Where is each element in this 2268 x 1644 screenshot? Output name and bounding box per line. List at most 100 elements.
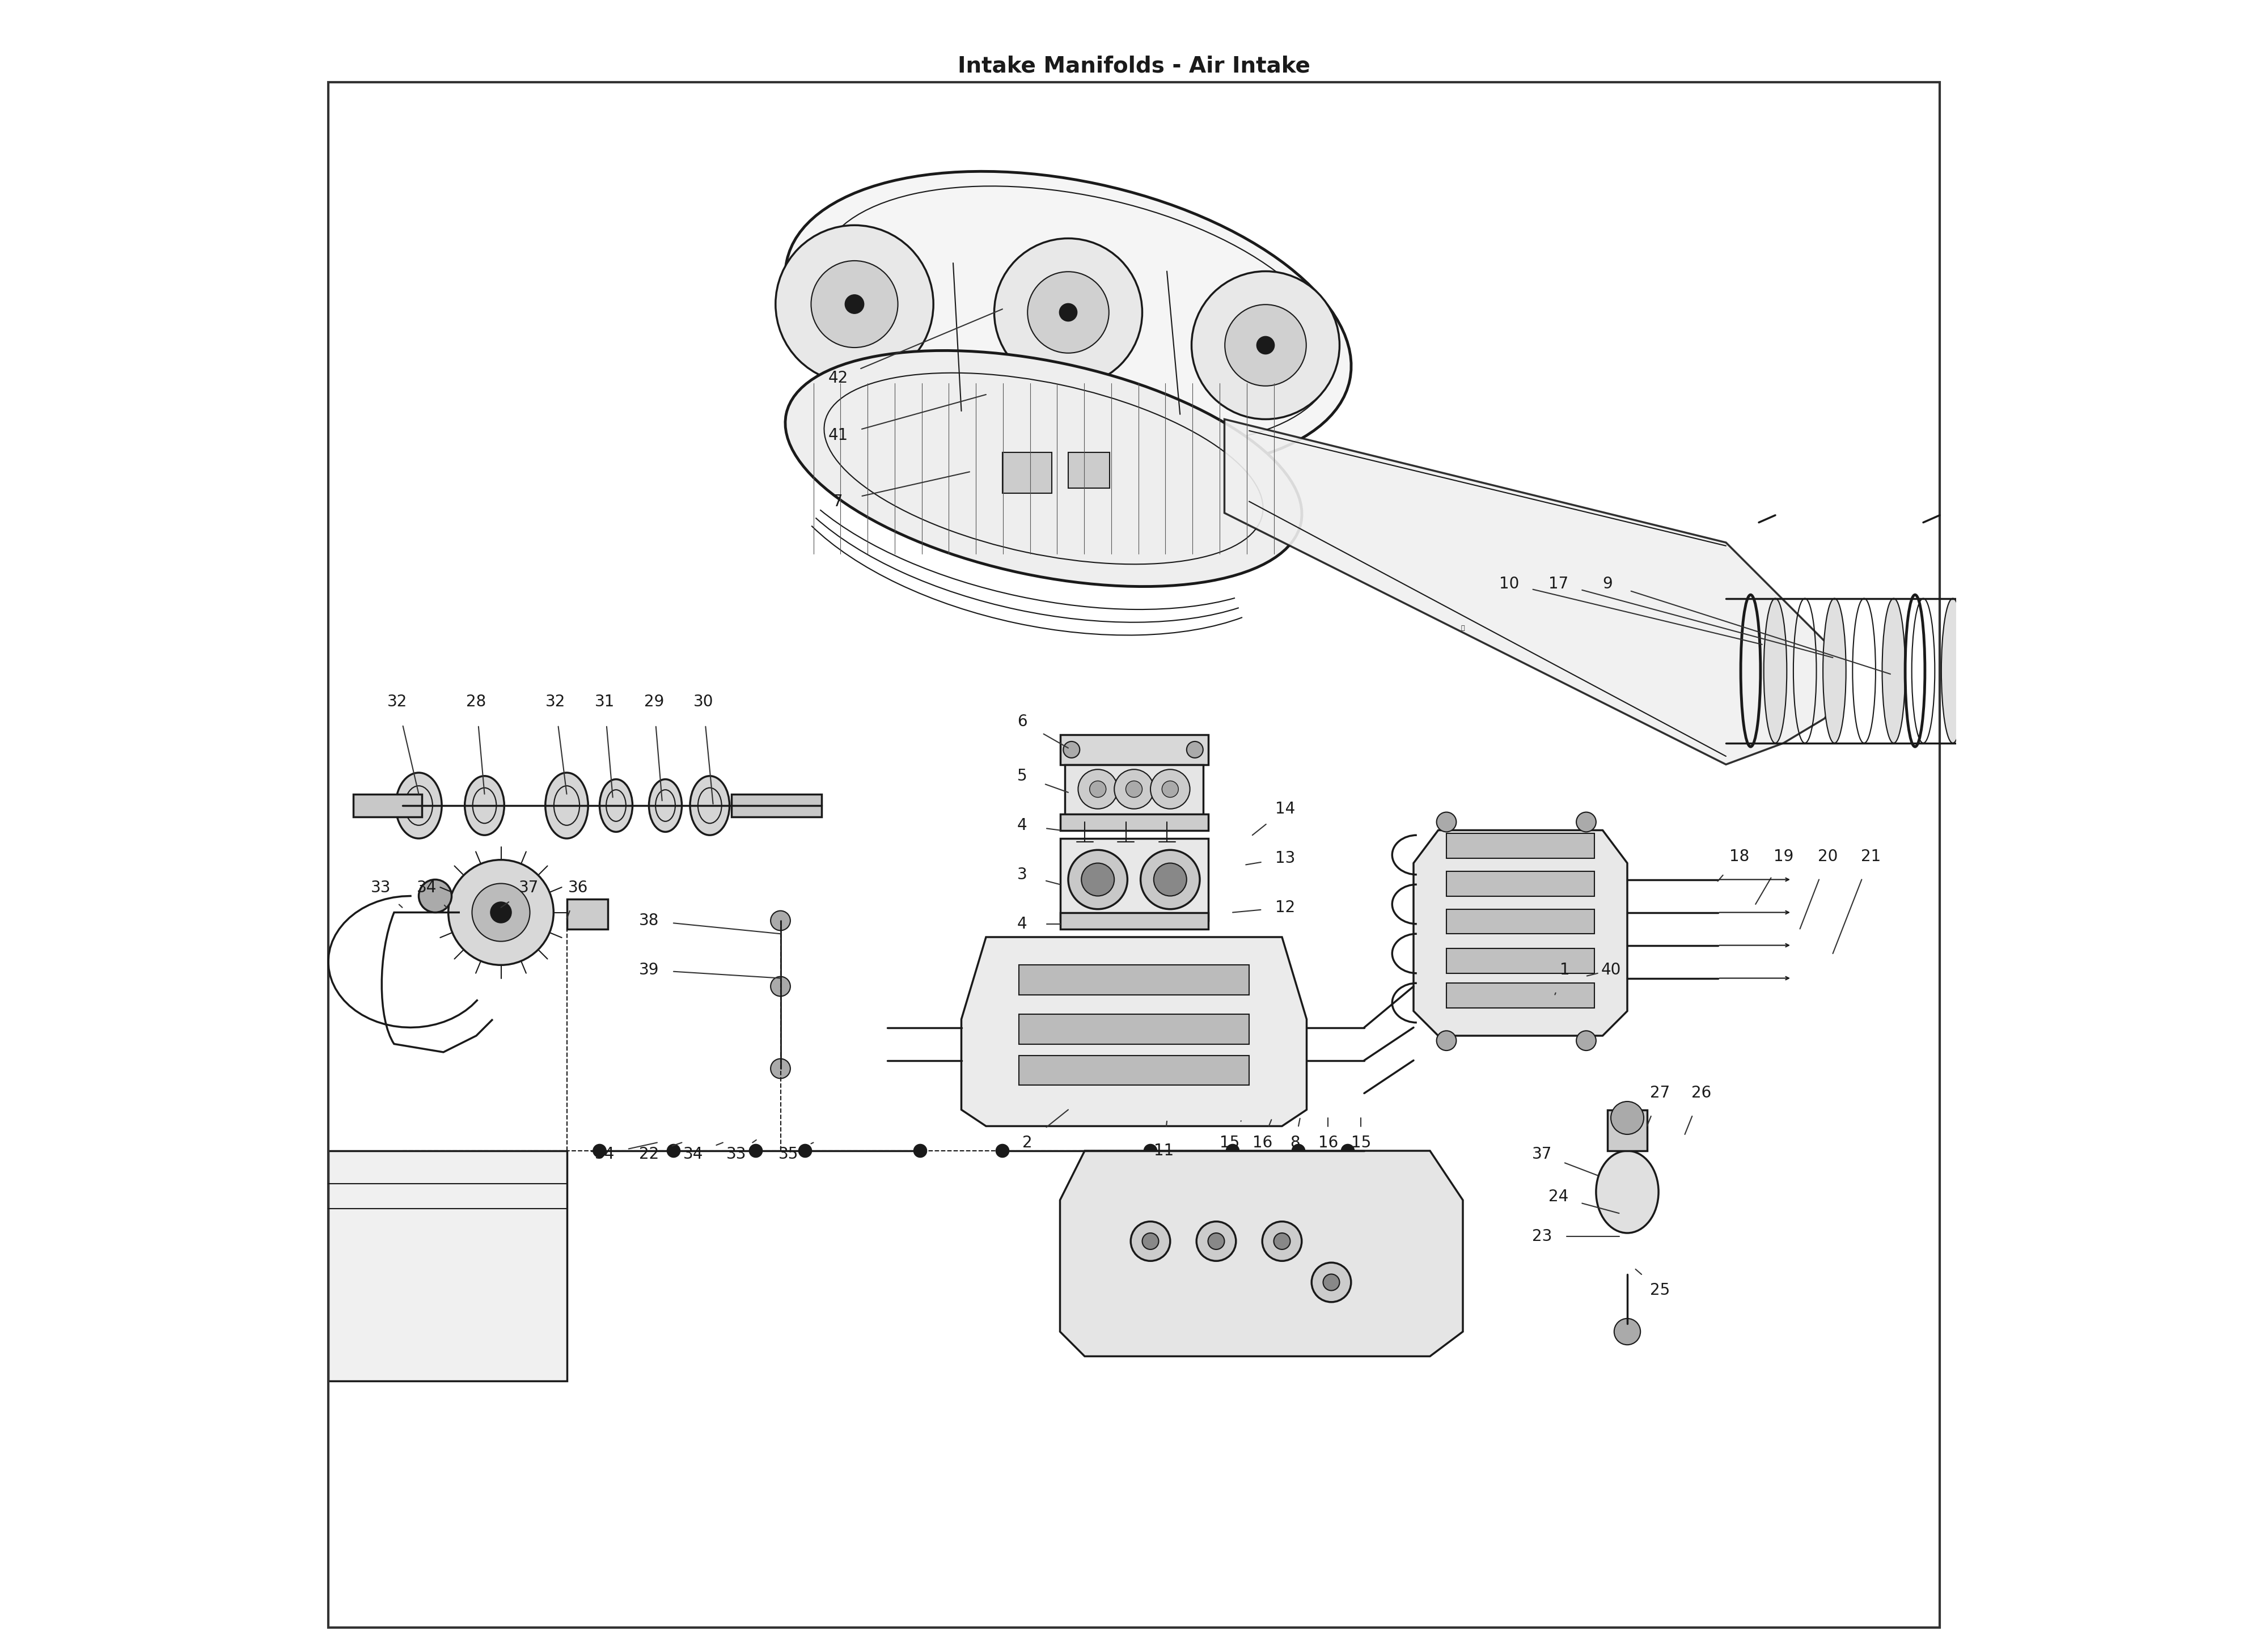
Circle shape [1263, 1221, 1302, 1261]
Text: 34: 34 [683, 1146, 703, 1162]
Text: 13: 13 [1275, 850, 1295, 866]
Polygon shape [962, 937, 1306, 1126]
Text: ㅡ: ㅡ [1461, 625, 1465, 631]
Polygon shape [1225, 419, 1842, 764]
Circle shape [1311, 1263, 1352, 1302]
Ellipse shape [465, 776, 503, 835]
FancyBboxPatch shape [1018, 1014, 1250, 1044]
Text: 34: 34 [594, 1146, 615, 1162]
Circle shape [1082, 863, 1114, 896]
Ellipse shape [1882, 598, 1905, 743]
FancyBboxPatch shape [730, 794, 821, 817]
Text: 36: 36 [569, 880, 587, 896]
Text: 15: 15 [1352, 1134, 1370, 1151]
Circle shape [771, 911, 789, 931]
Circle shape [1256, 337, 1275, 353]
Circle shape [449, 860, 553, 965]
Circle shape [1615, 1318, 1640, 1345]
Text: 1: 1 [1560, 962, 1569, 978]
Text: 33: 33 [726, 1146, 746, 1162]
Circle shape [771, 1059, 789, 1078]
Circle shape [1154, 863, 1186, 896]
Text: 4: 4 [1016, 817, 1027, 834]
Text: 11: 11 [1154, 1143, 1173, 1159]
Polygon shape [1059, 1151, 1463, 1356]
Ellipse shape [544, 773, 587, 838]
Ellipse shape [785, 171, 1352, 470]
Circle shape [1143, 1144, 1157, 1157]
Text: 27: 27 [1651, 1085, 1669, 1101]
Circle shape [1275, 1233, 1290, 1249]
Ellipse shape [689, 776, 730, 835]
Text: 29: 29 [644, 694, 665, 710]
Circle shape [1436, 812, 1456, 832]
Circle shape [1436, 1031, 1456, 1051]
Polygon shape [1059, 838, 1209, 921]
Ellipse shape [395, 773, 442, 838]
Circle shape [1186, 741, 1202, 758]
Text: 32: 32 [388, 694, 408, 710]
Circle shape [1161, 781, 1179, 797]
FancyBboxPatch shape [1059, 814, 1209, 830]
Text: 35: 35 [778, 1146, 798, 1162]
Circle shape [1198, 1221, 1236, 1261]
Text: 33: 33 [372, 880, 390, 896]
Text: 17: 17 [1549, 575, 1567, 592]
Circle shape [1132, 1221, 1170, 1261]
FancyBboxPatch shape [1059, 912, 1209, 929]
Circle shape [472, 883, 531, 942]
Ellipse shape [1941, 598, 1964, 743]
Polygon shape [1413, 830, 1628, 1036]
Circle shape [1125, 781, 1143, 797]
Text: 16: 16 [1252, 1134, 1272, 1151]
Text: 23: 23 [1531, 1228, 1551, 1245]
Text: 12: 12 [1275, 899, 1295, 916]
Ellipse shape [1823, 598, 1846, 743]
Circle shape [1191, 271, 1340, 419]
Text: 34: 34 [417, 880, 438, 896]
Circle shape [420, 880, 451, 912]
Text: 31: 31 [594, 694, 615, 710]
Circle shape [1227, 1144, 1238, 1157]
Text: 8: 8 [1290, 1134, 1300, 1151]
Ellipse shape [649, 779, 683, 832]
Circle shape [1141, 850, 1200, 909]
Text: 42: 42 [828, 370, 848, 386]
FancyBboxPatch shape [567, 899, 608, 929]
FancyBboxPatch shape [1608, 1110, 1647, 1151]
Text: 37: 37 [1531, 1146, 1551, 1162]
Ellipse shape [599, 779, 633, 832]
Circle shape [846, 294, 864, 314]
Circle shape [667, 1144, 680, 1157]
FancyBboxPatch shape [1447, 983, 1594, 1008]
Circle shape [592, 1144, 606, 1157]
FancyBboxPatch shape [1447, 949, 1594, 973]
Text: 3: 3 [1016, 866, 1027, 883]
Circle shape [993, 238, 1143, 386]
Text: 16: 16 [1318, 1134, 1338, 1151]
Circle shape [996, 1144, 1009, 1157]
Polygon shape [329, 1151, 567, 1381]
Text: 20: 20 [1819, 848, 1837, 865]
FancyBboxPatch shape [1068, 452, 1109, 488]
Text: 30: 30 [694, 694, 712, 710]
FancyBboxPatch shape [1447, 909, 1594, 934]
FancyBboxPatch shape [354, 794, 422, 817]
Circle shape [1209, 1233, 1225, 1249]
Text: 26: 26 [1692, 1085, 1712, 1101]
Circle shape [1293, 1144, 1304, 1157]
Text: 37: 37 [519, 880, 540, 896]
Circle shape [771, 977, 789, 996]
Circle shape [1576, 812, 1597, 832]
Circle shape [1150, 769, 1191, 809]
Text: 28: 28 [467, 694, 485, 710]
FancyBboxPatch shape [1447, 834, 1594, 858]
Text: 9: 9 [1603, 575, 1613, 592]
Text: 41: 41 [828, 427, 848, 444]
Circle shape [1610, 1101, 1644, 1134]
Text: 14: 14 [1275, 801, 1295, 817]
Text: 10: 10 [1499, 575, 1520, 592]
Text: 2: 2 [1023, 1134, 1032, 1151]
FancyBboxPatch shape [1018, 965, 1250, 995]
Text: 25: 25 [1651, 1282, 1669, 1299]
